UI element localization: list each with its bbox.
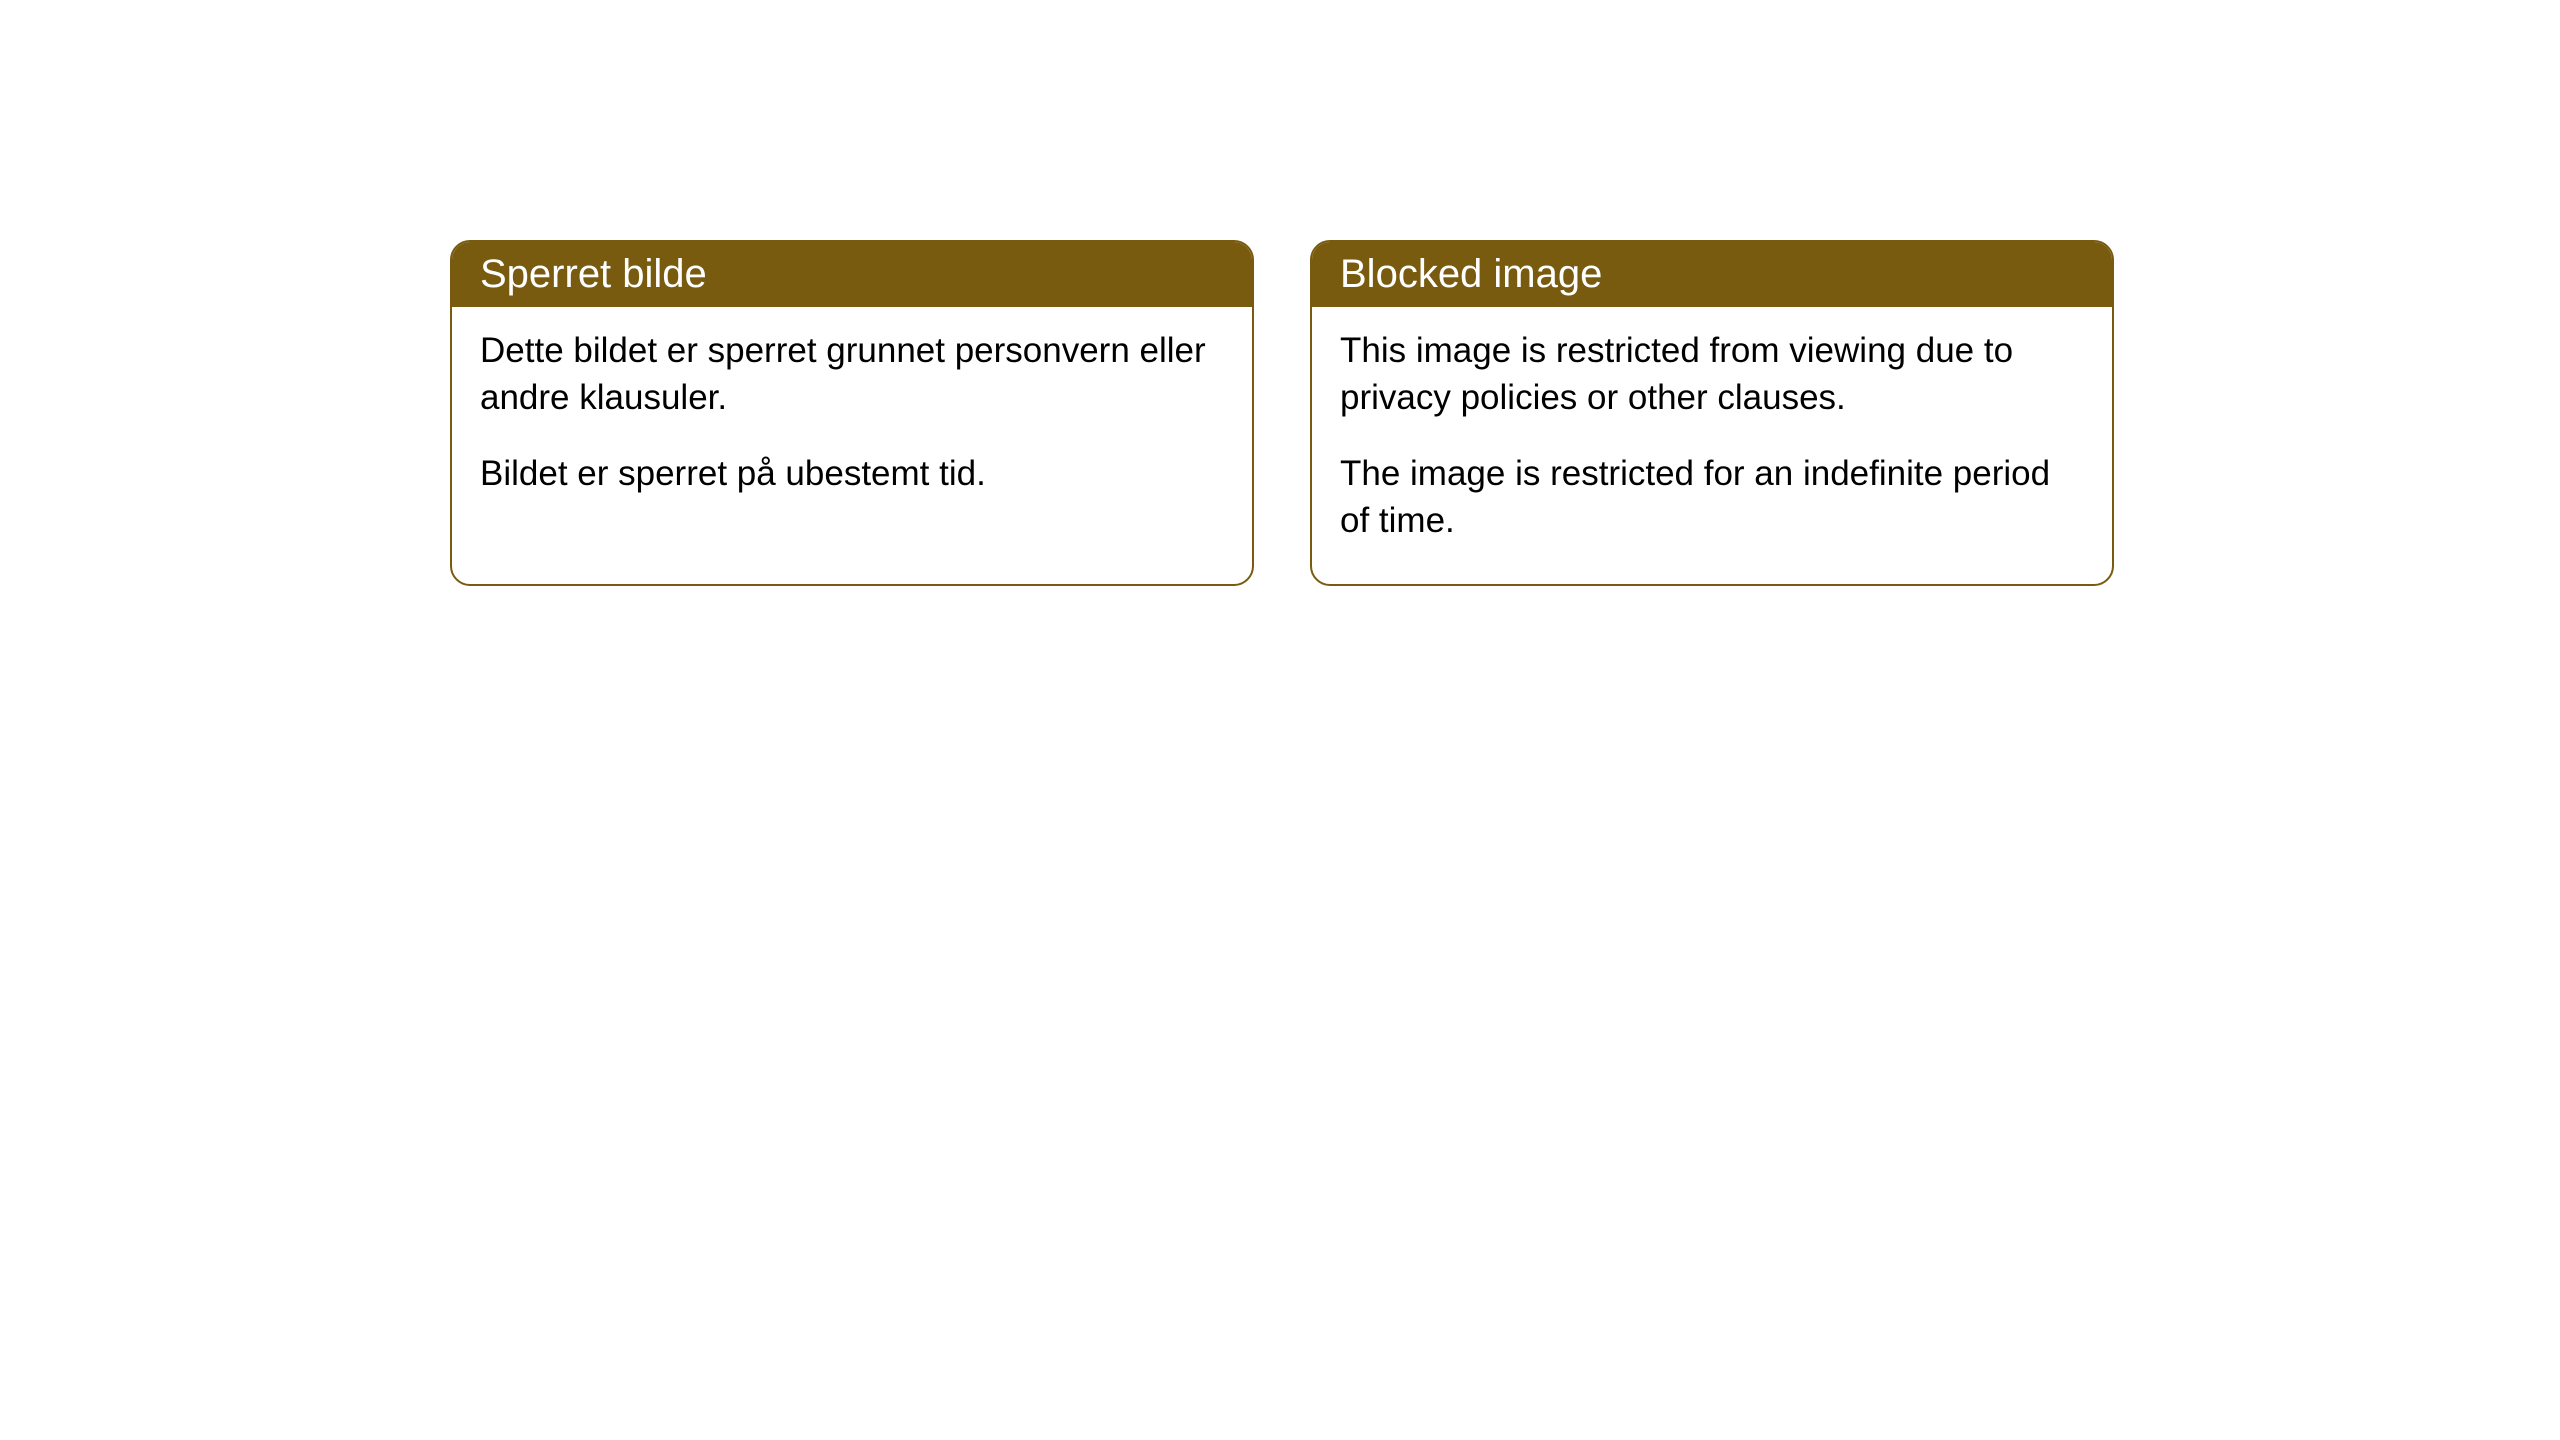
card-title: Sperret bilde (480, 252, 707, 296)
card-header: Blocked image (1312, 242, 2112, 307)
notice-cards-container: Sperret bilde Dette bildet er sperret gr… (450, 240, 2114, 586)
card-paragraph: Dette bildet er sperret grunnet personve… (480, 327, 1224, 422)
card-header: Sperret bilde (452, 242, 1252, 307)
card-paragraph: The image is restricted for an indefinit… (1340, 450, 2084, 545)
notice-card-norwegian: Sperret bilde Dette bildet er sperret gr… (450, 240, 1254, 586)
card-paragraph: Bildet er sperret på ubestemt tid. (480, 450, 1224, 497)
notice-card-english: Blocked image This image is restricted f… (1310, 240, 2114, 586)
card-title: Blocked image (1340, 252, 1602, 296)
card-body: Dette bildet er sperret grunnet personve… (452, 307, 1252, 537)
card-paragraph: This image is restricted from viewing du… (1340, 327, 2084, 422)
card-body: This image is restricted from viewing du… (1312, 307, 2112, 584)
